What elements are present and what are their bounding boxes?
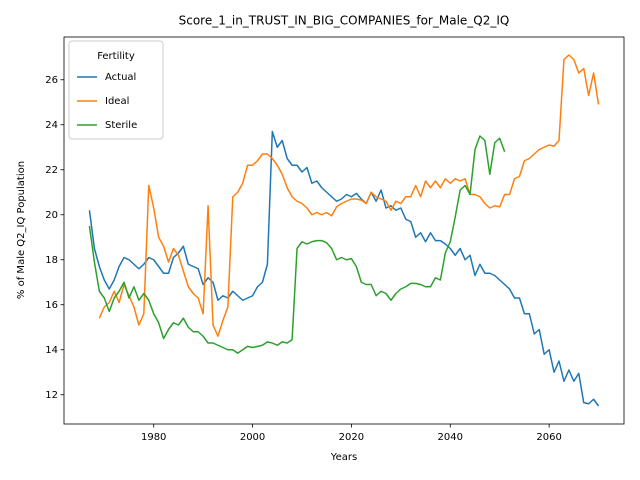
y-axis-label: % of Male Q2_IQ Population: [16, 161, 27, 299]
y-tick-label: 24: [45, 120, 58, 131]
x-tick-label: 2060: [536, 432, 561, 443]
series-line: [88, 130, 600, 407]
y-tick-label: 20: [45, 210, 58, 221]
legend-label: Ideal: [105, 96, 129, 107]
x-axis-label: Years: [330, 452, 357, 463]
legend-title: Fertility: [97, 51, 135, 62]
y-tick-label: 18: [45, 255, 58, 266]
y-tick-label: 16: [45, 300, 58, 311]
x-tick-label: 2040: [438, 432, 463, 443]
y-tick-label: 26: [45, 75, 58, 86]
plot-area: [88, 54, 600, 407]
legend: Fertility Actual Ideal Sterile: [68, 40, 164, 140]
x-tick-label: 1980: [141, 432, 166, 443]
x-tick-label: 2000: [240, 432, 265, 443]
series-line: [98, 54, 600, 337]
chart-title: Score_1_in_TRUST_IN_BIG_COMPANIES_for_Ma…: [179, 14, 510, 28]
y-tick-label: 22: [45, 165, 58, 176]
x-tick-label: 2020: [339, 432, 364, 443]
legend-label: Sterile: [105, 120, 137, 131]
y-tick-label: 12: [45, 390, 58, 401]
legend-label: Actual: [105, 72, 136, 83]
y-tick-label: 14: [45, 345, 58, 356]
series-line: [88, 135, 506, 354]
plot-frame: [63, 36, 625, 425]
legend-box: [68, 40, 164, 140]
